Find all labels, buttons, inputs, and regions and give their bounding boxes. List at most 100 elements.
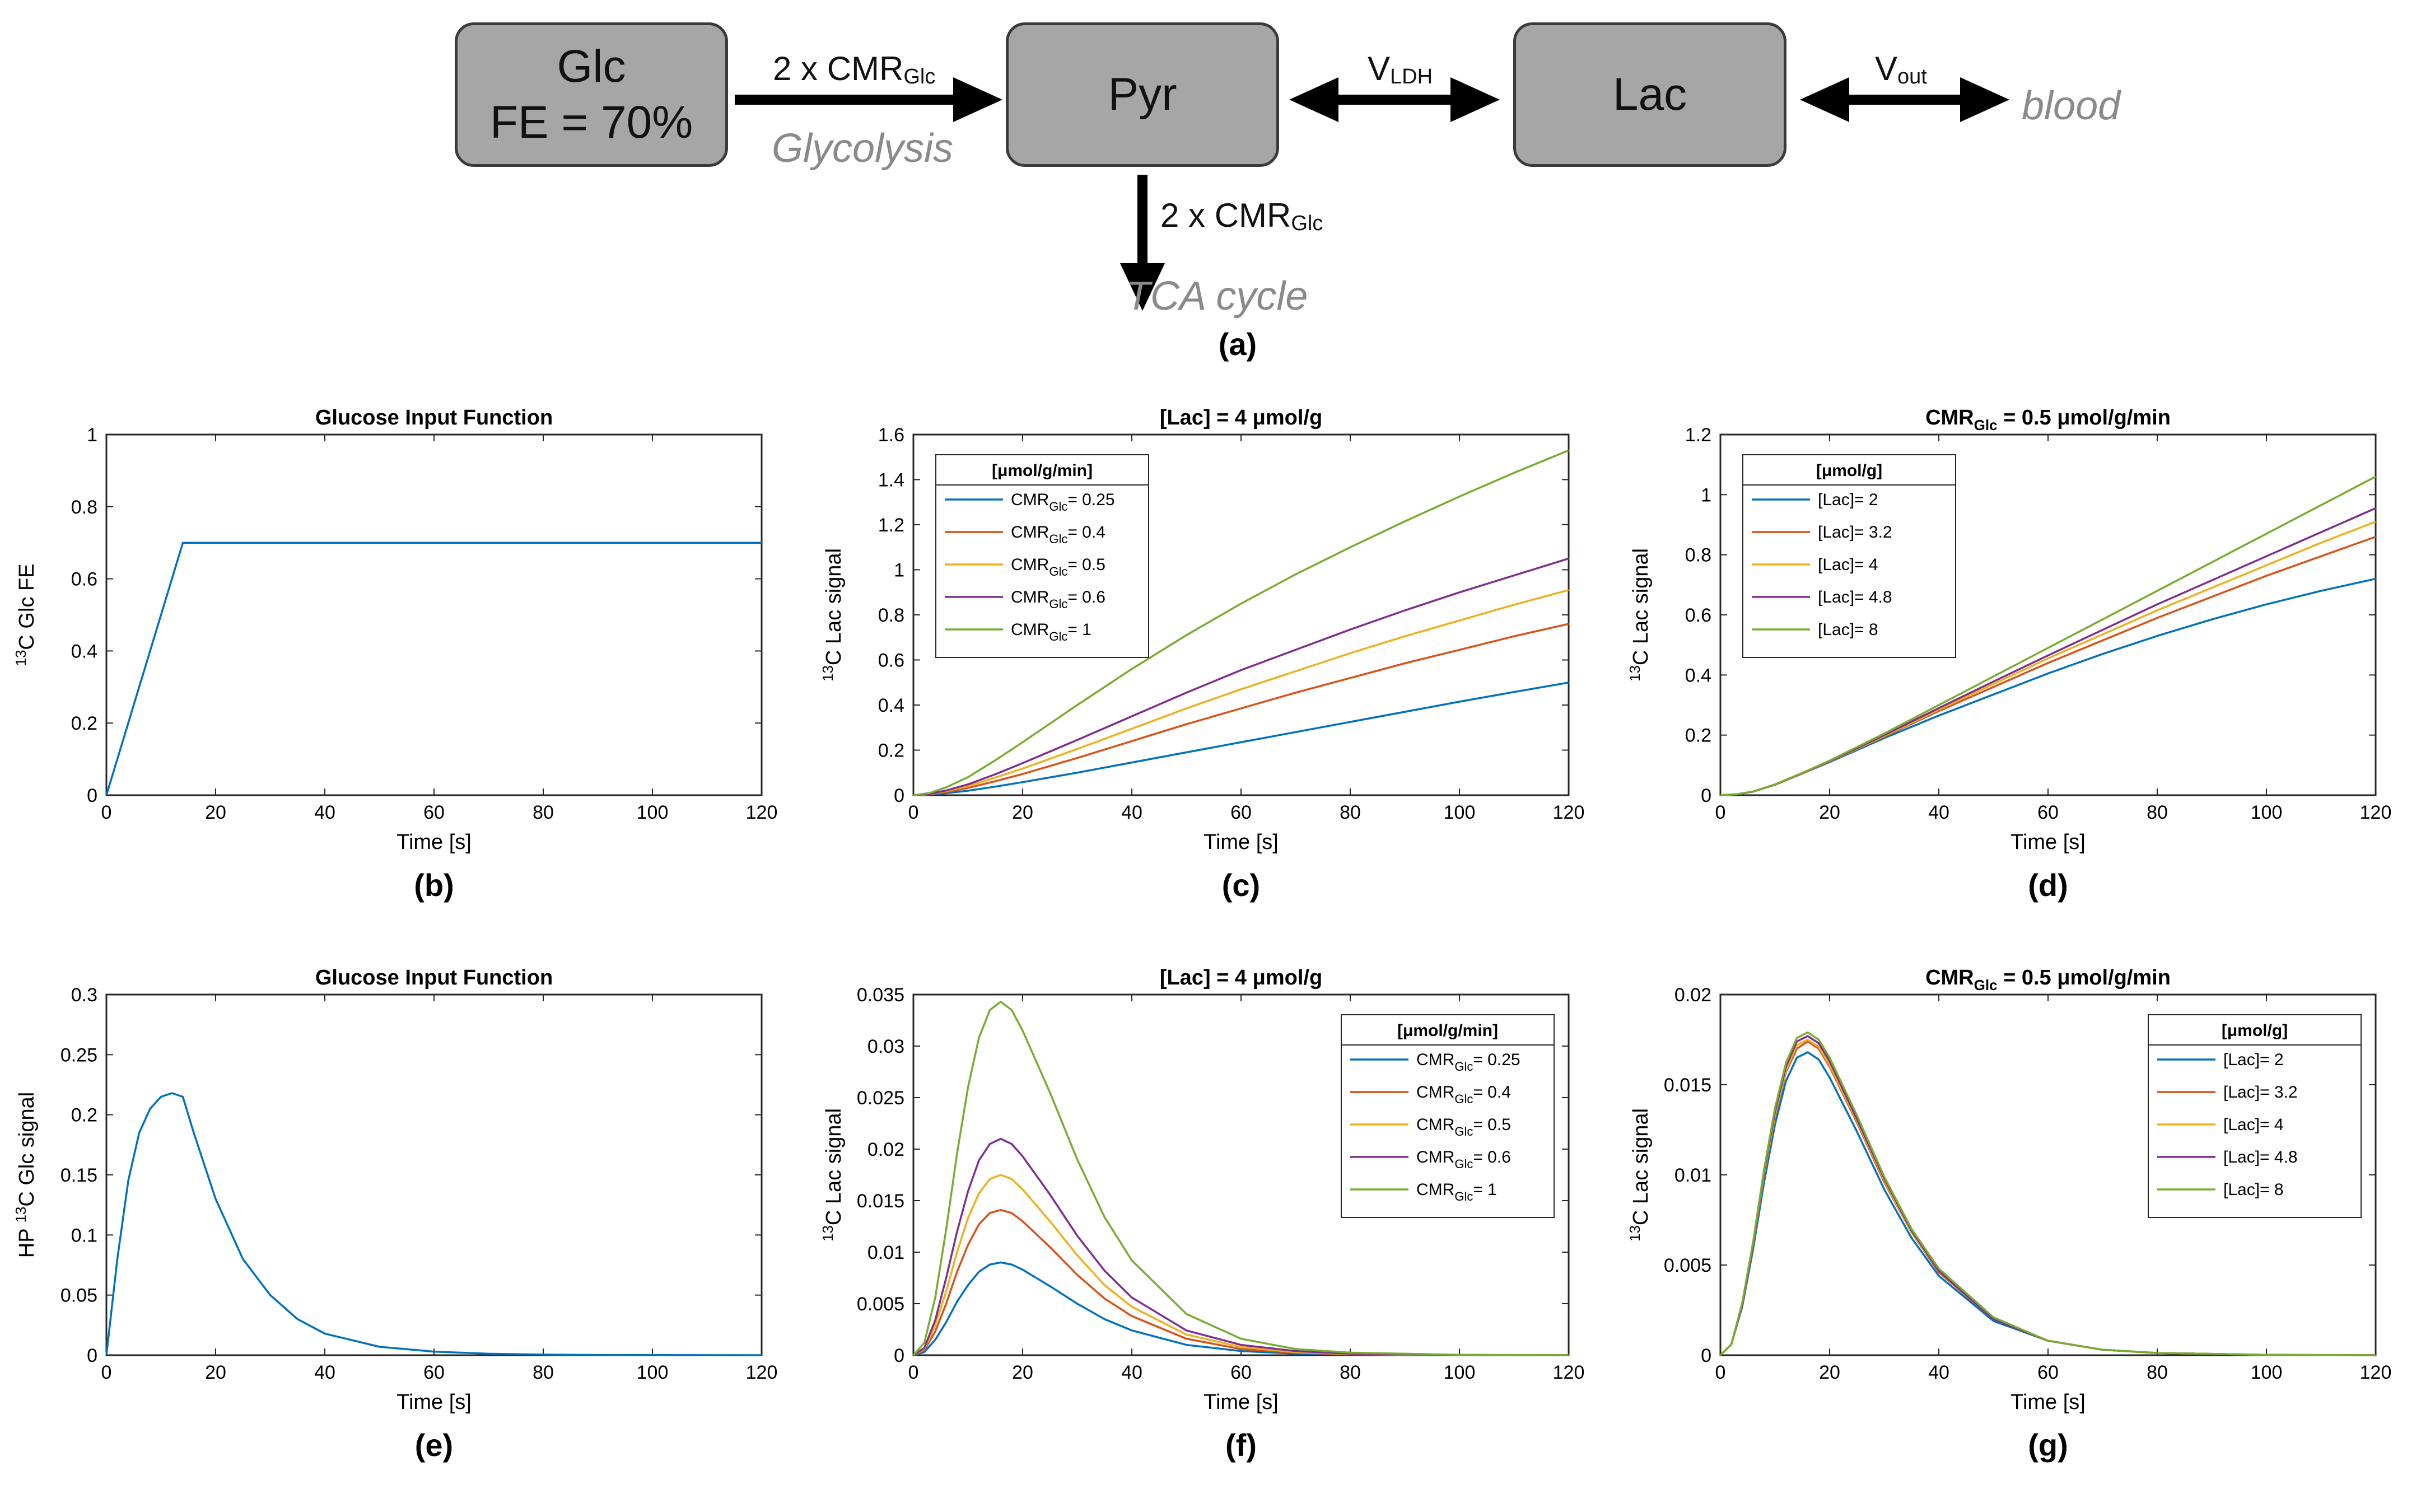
y-tick-label: 1.6 (878, 424, 904, 446)
chart-title: [Lac] = 4 μmol/g (1160, 406, 1322, 430)
chart-title-rest: = 0.5 μmol/g/min (1998, 406, 2171, 430)
chart-g-hp-lac-lac: CMRGlc = 0.5 μmol/g/min 0 20 40 60 80 100 120 0 0… (1626, 966, 2391, 1463)
x-tick-label: 120 (2360, 802, 2392, 823)
y-tick-label: 0.03 (867, 1036, 904, 1057)
series-line-4 (913, 1137, 1569, 1356)
chart-title-prefix: CMR (1925, 966, 1974, 990)
y-tick-label: 0 (1701, 1345, 1711, 1366)
legend-entry-1: [Lac]= 2 (1818, 491, 1878, 509)
legend-entry-sub: Glc (1454, 1157, 1473, 1171)
glycolysis-label: Glycolysis (772, 126, 954, 171)
x-tick-label: 100 (1444, 1362, 1476, 1383)
y-tick-label: 0.8 (878, 605, 904, 626)
legend-entry-value: = 0.4 (1067, 523, 1105, 542)
legend-entry-2: CMRGlc= 0.4 (1011, 523, 1105, 546)
plot-area (105, 993, 763, 1356)
chart-title-sub: Glc (1974, 977, 1998, 993)
x-tick-label: 80 (533, 802, 554, 823)
legend-entry-2: CMRGlc= 0.4 (1416, 1083, 1511, 1106)
series-line-1 (913, 682, 1569, 796)
y-tick-label: 0.2 (1685, 725, 1711, 746)
y-axis-label: 13C Glc FE (12, 563, 39, 666)
x-tick-label: 60 (1230, 802, 1252, 823)
pyr-label: Pyr (1108, 68, 1177, 120)
legend-entry-value: = 0.6 (1067, 588, 1105, 606)
legend-title: [μmol/g] (1816, 461, 1882, 480)
x-tick-label: 60 (1230, 1362, 1252, 1383)
chart-c-lac-signal-cmr: [Lac] = 4 μmol/g 0 20 40 60 80 100 120 0 0.2 0.4 0.… (819, 406, 1585, 903)
legend-entry-3: [Lac]= 4 (2223, 1116, 2284, 1134)
legend-box (1341, 1014, 1555, 1218)
y-tick-label: 0.02 (1674, 984, 1711, 1006)
chart-title: CMRGlc = 0.5 μmol/g/min (1925, 406, 2171, 433)
series-line-2 (913, 623, 1569, 796)
glc-fe-label: FE = 70% (489, 97, 693, 148)
legend-entry-prefix: CMR (1011, 588, 1049, 606)
y-axis-label: 13C Lac signal (819, 548, 846, 682)
x-tick-label: 0 (101, 802, 112, 823)
y-tick-label: 0.005 (1664, 1255, 1711, 1276)
glycolysis-rate-sub: Glc (903, 65, 936, 88)
legend-entry-prefix: CMR (1416, 1083, 1454, 1102)
panel-label: (d) (2028, 867, 2068, 903)
y-tick-label: 0.6 (71, 569, 97, 590)
legend-entry-sub: Glc (1049, 500, 1067, 514)
chart-b-glucose-input: Glucose Input Function 0 20 40 60 80 100 120 0 0.… (12, 406, 777, 903)
y-tick-label: 0.2 (878, 740, 904, 762)
y-tick-label: 0.6 (1685, 605, 1711, 626)
legend-box (935, 454, 1149, 658)
chart-f-hp-lac-cmr: [Lac] = 4 μmol/g 0 20 40 60 80 100 120 0 0.005 0.0… (819, 966, 1584, 1463)
legend-entry-sub: Glc (1454, 1092, 1473, 1106)
x-axis-label: Time [s] (1203, 830, 1279, 854)
legend-entry-prefix: [Lac] (2223, 1083, 2260, 1102)
out-arrowhead-right (1960, 77, 2009, 122)
legend-entry-value: = 8 (2260, 1180, 2284, 1199)
y-axis-label-rest: C Lac signal (822, 1108, 846, 1225)
chart-e-hp-glc: Glucose Input Function 0 20 40 60 80 100 120 0 0.… (12, 966, 778, 1463)
y-tick-label: 0.25 (60, 1044, 97, 1066)
legend-entry-prefix: [Lac] (1818, 523, 1854, 542)
legend-entry-value: = 4 (1854, 556, 1878, 574)
x-tick-label: 120 (746, 1362, 778, 1383)
legend-entry-sub: Glc (1454, 1060, 1473, 1074)
x-tick-label: 40 (1928, 802, 1949, 823)
series-line-4 (913, 557, 1569, 796)
tca-cycle-label: TCA cycle (1126, 274, 1308, 319)
legend-entry-prefix: [Lac] (2223, 1051, 2260, 1069)
chart-title-rest: = 0.5 μmol/g/min (1998, 966, 2171, 990)
y-axis-label-rest: C Lac signal (822, 548, 846, 665)
ldh-arrowhead-right (1450, 77, 1500, 122)
out-prefix: V (1875, 50, 1898, 87)
x-axis-label: Time [s] (396, 1390, 472, 1414)
y-tick-label: 0.4 (878, 695, 904, 716)
x-tick-label: 80 (2147, 1362, 2168, 1383)
y-tick-label: 0.01 (867, 1242, 904, 1263)
legend-entry-value: = 2 (2260, 1051, 2284, 1069)
legend-entry-3: CMRGlc= 0.5 (1011, 556, 1105, 578)
legend-entry-5: CMRGlc= 1 (1011, 620, 1091, 643)
x-tick-label: 0 (1715, 1362, 1726, 1383)
x-tick-label: 120 (1553, 802, 1585, 823)
legend-entry-prefix: CMR (1416, 1180, 1454, 1199)
panel-label: (g) (2028, 1427, 2068, 1463)
y-tick-label: 1 (894, 560, 904, 581)
legend-entry-value: = 3.2 (1854, 523, 1892, 542)
x-tick-label: 20 (1819, 802, 1840, 823)
legend-entry-value: = 0.6 (1473, 1148, 1511, 1166)
chart-title: Glucose Input Function (315, 966, 553, 990)
y-axis-label-superscript: 13 (819, 1225, 836, 1242)
ldh-prefix: V (1368, 50, 1391, 87)
legend-entry-value: = 2 (1854, 491, 1878, 509)
x-tick-label: 20 (1819, 1362, 1840, 1383)
legend-entry-value: = 1 (1067, 620, 1091, 639)
x-tick-label: 0 (1715, 802, 1726, 823)
legend-entry-prefix: [Lac] (2223, 1148, 2260, 1166)
x-tick-label: 0 (101, 1362, 112, 1383)
tca-rate-prefix: 2 x CMR (1160, 197, 1291, 234)
ldh-rate-label: VLDH (1368, 49, 1433, 89)
y-axis-label-superscript: 13 (1626, 665, 1643, 682)
chart-title: CMRGlc = 0.5 μmol/g/min (1925, 966, 2171, 993)
x-tick-label: 40 (1121, 1362, 1142, 1383)
out-sub: out (1897, 65, 1927, 88)
y-tick-label: 0 (87, 785, 97, 806)
